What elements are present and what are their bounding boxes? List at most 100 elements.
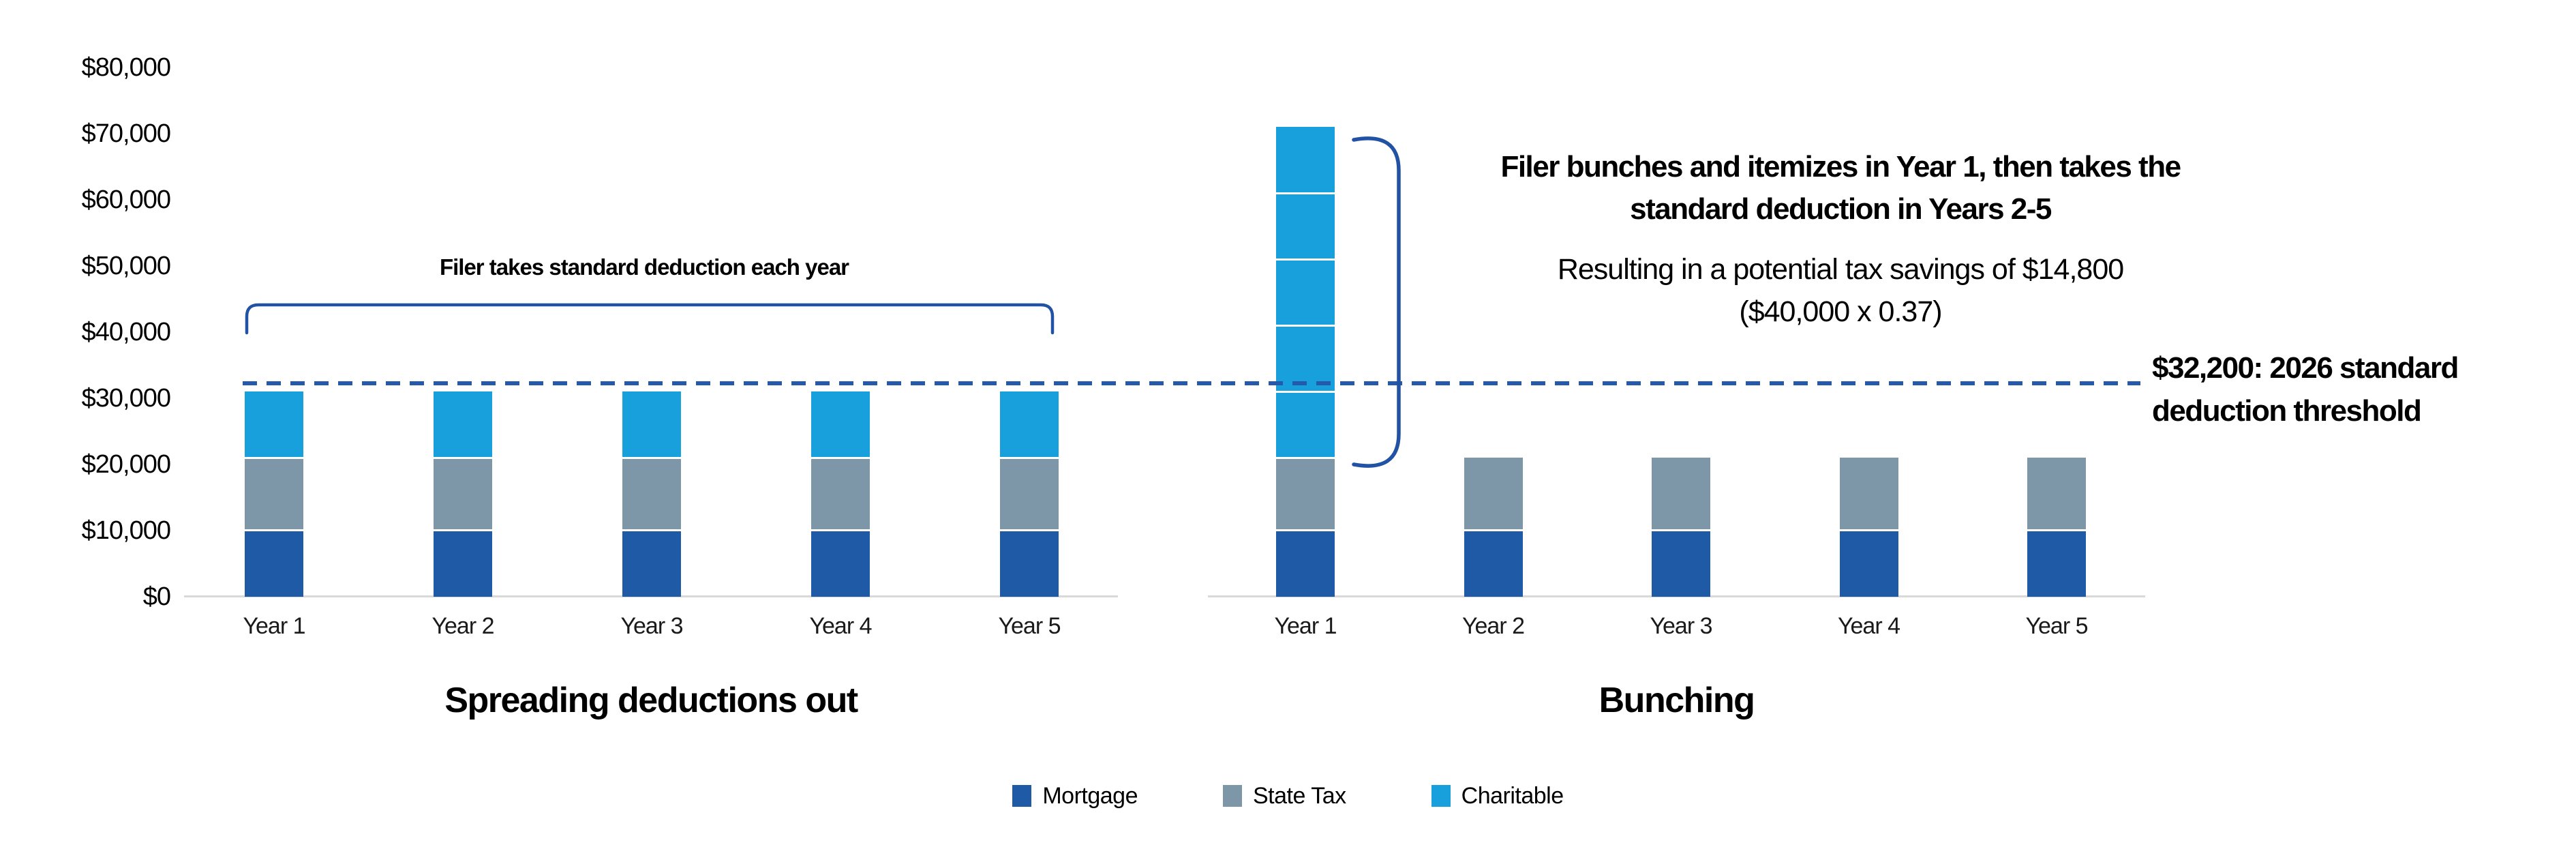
bar-year-1: [1276, 127, 1335, 597]
left-chart-annotation: Filer takes standard deduction each year: [439, 254, 849, 280]
bar-year-3: [1652, 458, 1710, 597]
y-tick-label: $80,000: [81, 53, 171, 82]
x-tick-label: Year 4: [809, 613, 872, 639]
y-axis-tick-labels: $0 $10,000 $20,000 $30,000 $40,000 $50,000 $60…: [0, 0, 171, 845]
legend-item-charitable: Charitable: [1431, 782, 1564, 810]
segment-state-tax: [434, 458, 492, 531]
segment-separator: [1000, 456, 1059, 459]
legend-item-state-tax: State Tax: [1223, 782, 1346, 810]
segment-separator: [245, 529, 303, 532]
segment-separator: [622, 456, 681, 459]
right-annotation-note-line-1: Resulting in a potential tax savings of …: [1557, 253, 2124, 286]
right-annotation-bold-line-2: standard deduction in Years 2-5: [1630, 192, 2052, 226]
legend-item-mortgage: Mortgage: [1012, 782, 1138, 810]
segment-separator: [1000, 529, 1059, 532]
legend-swatch-mortgage: [1012, 785, 1032, 807]
segment-charitable: [1000, 391, 1059, 458]
y-tick-label: $70,000: [81, 119, 171, 148]
segment-separator: [1276, 324, 1335, 327]
bar-year-1: [245, 391, 303, 597]
x-tick-label: Year 4: [1837, 613, 1900, 639]
x-tick-label: Year 1: [243, 613, 305, 639]
segment-charitable: [1276, 259, 1335, 326]
threshold-label-line-2: deduction threshold: [2152, 394, 2422, 428]
legend-swatch-charitable: [1431, 785, 1451, 807]
segment-state-tax: [811, 458, 870, 531]
segment-charitable: [1276, 391, 1335, 458]
segment-separator: [434, 529, 492, 532]
x-tick-label: Year 1: [1274, 613, 1337, 639]
legend-swatch-state_tax: [1223, 785, 1242, 807]
segment-state-tax: [1652, 458, 1710, 531]
segment-mortgage: [1000, 530, 1059, 597]
segment-charitable: [622, 391, 681, 458]
x-tick-label: Year 5: [2025, 613, 2088, 639]
segment-charitable: [1276, 193, 1335, 260]
bar-year-3: [622, 391, 681, 597]
segment-state-tax: [245, 458, 303, 531]
segment-mortgage: [622, 530, 681, 597]
segment-state-tax: [1000, 458, 1059, 531]
segment-mortgage: [1839, 530, 1898, 597]
left-chart-title: Spreading deductions out: [444, 681, 858, 720]
segment-separator: [2027, 529, 2086, 532]
y-tick-label: $10,000: [81, 516, 171, 545]
legend-label: State Tax: [1253, 783, 1346, 809]
segment-state-tax: [1839, 458, 1898, 531]
plot-bunching: Year 1 Year 2 Year 3 Year 4 Year 5: [1208, 0, 2145, 723]
segment-separator: [1464, 529, 1523, 532]
y-tick-label: $60,000: [81, 186, 171, 214]
y-tick-label: $20,000: [81, 450, 171, 479]
segment-separator: [1276, 192, 1335, 194]
legend-label: Mortgage: [1042, 783, 1138, 809]
segment-state-tax: [1276, 458, 1335, 531]
bar-year-5: [2027, 458, 2086, 597]
bar-year-4: [811, 391, 870, 597]
segment-separator: [245, 456, 303, 459]
segment-separator: [1276, 258, 1335, 261]
segment-charitable: [245, 391, 303, 458]
segment-mortgage: [811, 530, 870, 597]
segment-charitable: [811, 391, 870, 458]
bar-year-2: [434, 391, 492, 597]
right-annotation-bold-line-1: Filer bunches and itemizes in Year 1, th…: [1500, 150, 2181, 183]
segment-charitable: [434, 391, 492, 458]
segment-mortgage: [2027, 530, 2086, 597]
x-tick-label: Year 5: [998, 613, 1061, 639]
threshold-label: $32,200: 2026 standard deduction thresho…: [2152, 346, 2568, 432]
y-tick-label: $0: [142, 582, 171, 611]
segment-separator: [622, 529, 681, 532]
legend-label: Charitable: [1461, 783, 1564, 809]
bar-year-4: [1839, 458, 1898, 597]
segment-state-tax: [2027, 458, 2086, 531]
bar-year-5: [1000, 391, 1059, 597]
y-tick-label: $30,000: [81, 384, 171, 413]
bar-year-2: [1464, 458, 1523, 597]
segment-separator: [434, 456, 492, 459]
segment-mortgage: [1652, 530, 1710, 597]
right-annotation-note-line-2: ($40,000 x 0.37): [1739, 295, 1942, 328]
segment-separator: [1839, 529, 1898, 532]
x-tick-label: Year 3: [620, 613, 683, 639]
segment-charitable: [1276, 127, 1335, 194]
x-tick-label: Year 2: [1461, 613, 1525, 639]
right-chart-title: Bunching: [1598, 681, 1755, 720]
segment-separator: [1652, 529, 1710, 532]
segment-separator: [1276, 529, 1335, 532]
segment-separator: [1276, 456, 1335, 459]
segment-state-tax: [622, 458, 681, 531]
segment-mortgage: [1464, 530, 1523, 597]
segment-mortgage: [434, 530, 492, 597]
segment-separator: [811, 529, 870, 532]
segment-mortgage: [1276, 530, 1335, 597]
x-tick-label: Year 2: [431, 613, 494, 639]
legend: Mortgage State Tax Charitable: [0, 782, 2576, 810]
right-chart-annotation: Filer bunches and itemizes in Year 1, th…: [1445, 146, 2236, 333]
x-tick-label: Year 3: [1650, 613, 1712, 639]
y-tick-label: $50,000: [81, 252, 171, 280]
segment-separator: [811, 456, 870, 459]
segment-separator: [1276, 390, 1335, 393]
segment-state-tax: [1464, 458, 1523, 531]
threshold-label-line-1: $32,200: 2026 standard: [2152, 351, 2459, 385]
